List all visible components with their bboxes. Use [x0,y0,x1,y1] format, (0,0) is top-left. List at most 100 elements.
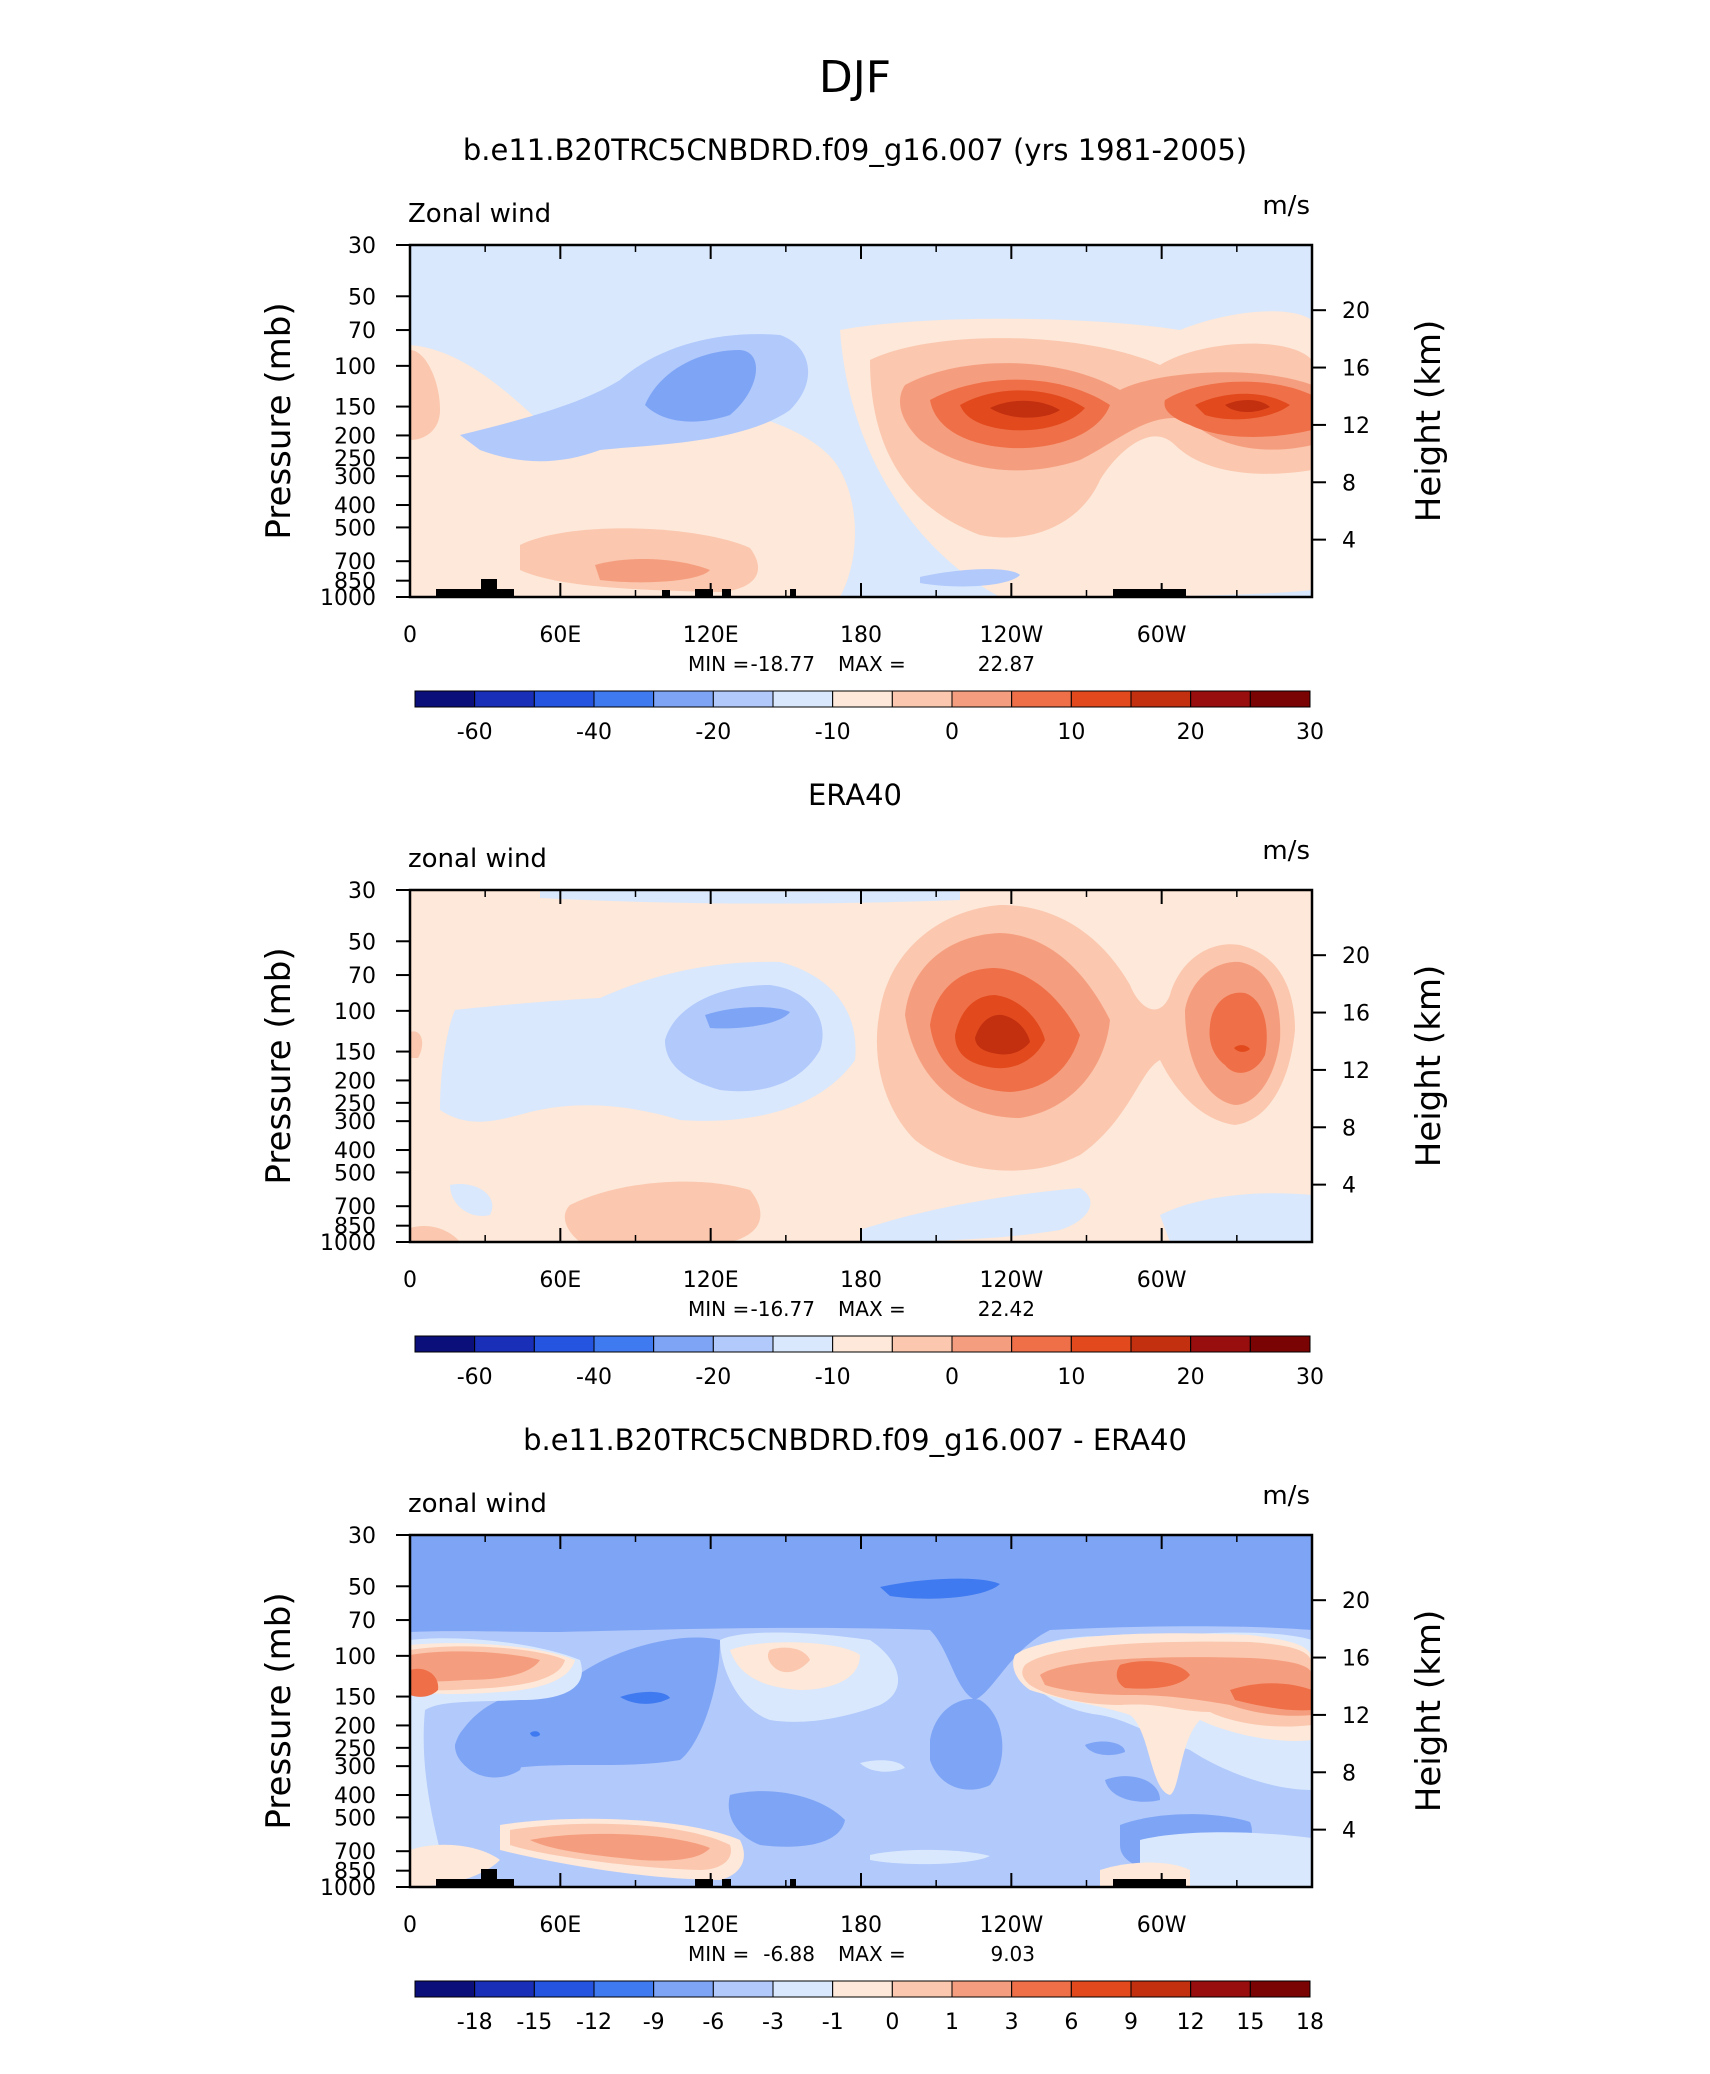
colorbar-swatch [891,690,953,708]
x-tick-label: 120W [979,1268,1043,1293]
colorbar-swatch [1011,1335,1072,1353]
contour-negative-band [728,1791,845,1847]
y-tick-label: 70 [348,964,376,989]
colorbar-label: -3 [762,2010,784,2035]
colorbar-label: 20 [1177,1365,1205,1390]
colorbar-swatch [593,1980,655,1998]
y-tick-label: 400 [334,494,376,519]
colorbar-swatch [772,690,834,708]
x-tick-label: 180 [840,623,882,648]
y-tick-label: 30 [348,234,376,259]
x-tick-label: 120E [683,623,739,648]
contour-field [410,1535,1312,1887]
contour-negative-band [860,1760,905,1772]
y-tick-label: 70 [348,319,376,344]
x-tick-label: 0 [403,1268,417,1293]
panel-difference: b.e11.B20TRC5CNBDRD.f09_g16.007 - ERA40 … [259,1423,1449,2035]
colorbar-label: -20 [695,1365,731,1390]
colorbar-label: -60 [457,1365,493,1390]
y-tick-label: 200 [334,1069,376,1094]
colorbar-swatch [533,690,595,708]
y-tick-label: 1000 [320,586,376,611]
contour-negative-band [920,569,1020,587]
y-tick-label: 700 [334,1840,376,1865]
colorbar-swatch [1011,1980,1072,1998]
contour-positive-band [410,1031,423,1058]
colorbar-swatch [951,1980,1013,1998]
y-tick-label: 300 [334,1755,376,1780]
colorbar-swatch [891,1335,953,1353]
contour-positive-band [975,1014,1030,1055]
colorbar-label: -12 [576,2010,612,2035]
y-tick-label: 250 [334,1092,376,1117]
min-value: -16.77 [751,1297,815,1321]
contour-positive-band [410,1651,540,1682]
min-value: -6.88 [763,1942,815,1966]
y-tick-label: 500 [334,1806,376,1831]
y-tick-label: 500 [334,1161,376,1186]
y-tick-label: 850 [334,1860,376,1885]
x-tick-label: 120W [979,623,1043,648]
colorbar-swatch [593,1335,655,1353]
y2-tick-label: 8 [1342,1761,1356,1786]
colorbar-swatch [1130,690,1192,708]
colorbar-swatch [772,1980,834,1998]
min-label: MIN = [688,1297,749,1321]
y2-tick-label: 16 [1342,1002,1370,1027]
contour-positive-band [410,1668,439,1697]
colorbar-swatch [1070,1335,1132,1353]
colorbar-swatch [533,1980,595,1998]
contour-field [410,245,1312,597]
topography-block [1113,1879,1186,1887]
y-tick-label: 150 [334,1686,376,1711]
y2-tick-label: 12 [1342,414,1370,439]
colorbar-label: 15 [1236,2010,1264,2035]
x-tick-label: 60W [1137,623,1187,648]
colorbar-swatch [772,1335,834,1353]
topography-block [662,590,670,597]
colorbar-label: 30 [1296,720,1324,745]
topography-block [1113,589,1186,597]
topography-block [722,1879,731,1887]
colorbar-label: 10 [1057,720,1085,745]
topography-block [695,1879,713,1887]
colorbar-swatch [1011,690,1072,708]
y2-tick-label: 4 [1342,1174,1356,1199]
colorbar-swatch [474,1980,535,1998]
contour-positive-band [767,1647,810,1673]
colorbar-swatch [414,1980,476,1998]
y-tick-label: 150 [334,396,376,421]
contour-field [410,890,1312,1242]
y2-tick-label: 12 [1342,1704,1370,1729]
colorbar-swatch [1190,690,1251,708]
y-tick-label: 300 [334,465,376,490]
topography-block [695,589,713,597]
colorbar-label: 0 [945,1365,959,1390]
colorbar-label: 6 [1064,2010,1078,2035]
colorbar-swatch [712,690,774,708]
panel-title: b.e11.B20TRC5CNBDRD.f09_g16.007 - ERA40 [523,1423,1187,1457]
colorbar-swatch [474,690,535,708]
y2-tick-label: 12 [1342,1059,1370,1084]
units-label: m/s [1262,1481,1310,1511]
y-tick-label: 400 [334,1784,376,1809]
contour-negative-band [450,1184,493,1216]
y-axis-title: Pressure (mb) [259,302,299,539]
variable-label: zonal wind [408,1489,547,1519]
colorbar-swatch [1130,1980,1192,1998]
panel-title: ERA40 [808,778,902,812]
contour-negative-band [1085,1741,1125,1756]
y-tick-label: 700 [334,1195,376,1220]
colorbar-swatch [1190,1980,1251,1998]
y2-tick-label: 20 [1342,944,1370,969]
colorbar-label: -18 [457,2010,493,2035]
colorbar-label: 0 [945,720,959,745]
colorbar-label: -10 [815,1365,851,1390]
min-value: -18.77 [751,652,815,676]
x-tick-label: 180 [840,1913,882,1938]
y2-axis-title: Height (km) [1409,320,1449,523]
y2-tick-label: 16 [1342,357,1370,382]
